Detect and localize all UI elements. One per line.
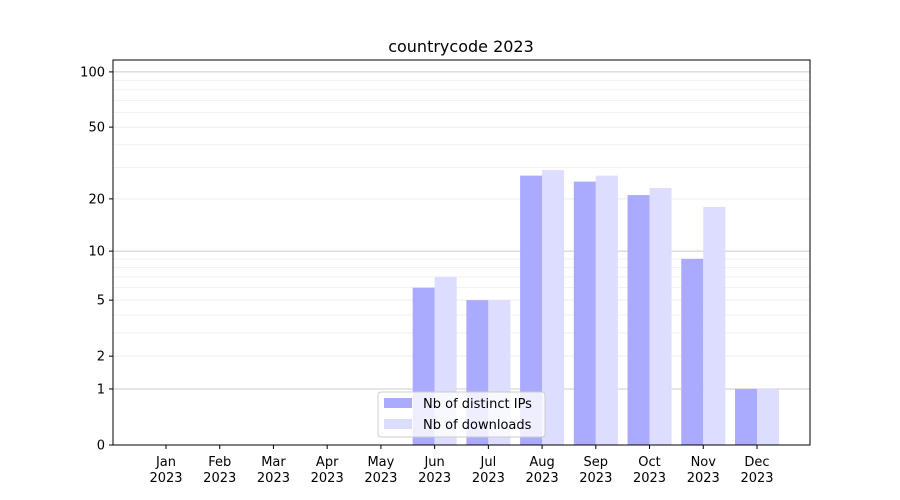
legend-label: Nb of downloads (423, 418, 532, 433)
legend-label: Nb of distinct IPs (423, 397, 532, 412)
x-tick-label: Jan 2023 (149, 455, 182, 486)
x-tick-label: Dec 2023 (740, 455, 773, 486)
legend-box (377, 391, 546, 438)
y-tick-label: 10 (88, 245, 105, 260)
axes-frame (112, 59, 811, 446)
x-tick-label: Jun 2023 (418, 455, 451, 486)
bar-distinct-ips (520, 175, 543, 445)
x-tick-label: Apr 2023 (311, 455, 344, 486)
bar-downloads (595, 175, 618, 445)
chart-title: countrycode 2023 (388, 37, 534, 56)
bar-downloads (703, 206, 726, 445)
x-tick-label: Nov 2023 (687, 455, 720, 486)
y-tick-label: 50 (88, 121, 105, 136)
y-tick-label: 100 (80, 65, 105, 80)
x-tick-label: Sep 2023 (579, 455, 612, 486)
x-tick-label: May 2023 (364, 455, 397, 486)
bar-distinct-ips (573, 181, 596, 445)
y-tick-label: 0 (97, 439, 105, 454)
bar-downloads (649, 188, 672, 445)
y-tick-label: 20 (88, 192, 105, 207)
legend-swatch (384, 398, 412, 408)
bar-distinct-ips (627, 195, 650, 445)
x-tick-label: Jul 2023 (472, 455, 505, 486)
bar-downloads (542, 170, 565, 445)
legend: Nb of distinct IPs Nb of downloads (377, 391, 546, 438)
x-tick-label: Aug 2023 (526, 455, 559, 486)
y-tick-label: 5 (97, 294, 105, 309)
bar-downloads (757, 388, 779, 445)
x-tick-label: Oct 2023 (633, 455, 666, 486)
bar-distinct-ips (681, 258, 704, 445)
y-tick-label: 2 (97, 350, 105, 365)
x-tick-label: Mar 2023 (257, 455, 290, 486)
x-tick-label: Feb 2023 (203, 455, 236, 486)
bar-distinct-ips (735, 388, 757, 445)
y-tick-label: 1 (97, 382, 105, 397)
legend-swatch (384, 419, 412, 429)
